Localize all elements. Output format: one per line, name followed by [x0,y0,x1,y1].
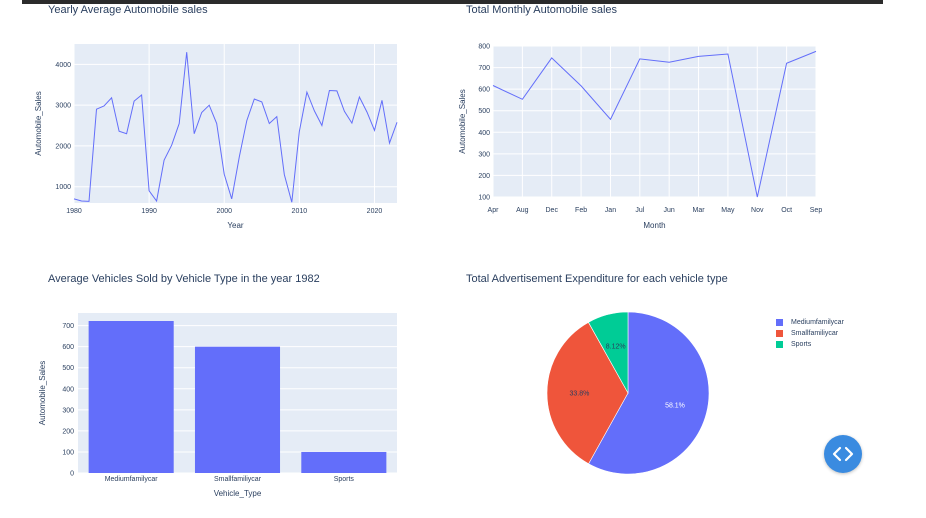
monthly-sales-line-chart: 100 200 300 400 500 600 700 800 Apr Aug Dec Feb Jan J… [458,44,823,231]
x-tick-label: Mar [693,207,706,214]
series-line [73,52,398,203]
legend-label: Mediumfamilycar [791,319,844,326]
x-tick-label: 1980 [66,208,82,215]
bar [194,346,281,473]
yearly-chart-title: Yearly Average Automobile sales [48,4,208,16]
legend-swatch [776,319,783,326]
x-tick-label: Jul [635,207,644,214]
pie-slice-label: 8.12% [606,344,626,351]
pie-legend: Mediumfamilycar Smallfamiliycar Sports [776,317,844,350]
y-tick-label: 0 [70,471,74,478]
y-tick-label: 100 [62,449,74,456]
x-tick-label: Jan [605,207,616,214]
x-tick-label: Dec [546,207,559,214]
pie-slice [546,321,629,465]
x-tick-label: Feb [575,207,587,214]
x-tick-label: Aug [516,207,529,214]
y-tick-label: 500 [478,108,490,115]
advertisement-chart-title: Total Advertisement Expenditure for each… [466,273,728,285]
pie-slice-label: 58.1% [665,403,685,410]
embed-code-button[interactable] [824,435,862,473]
legend-swatch [776,341,783,348]
x-tick-label: Apr [488,207,500,214]
legend-label: Smallfamiliycar [791,330,839,337]
pie-slice-label: 33.8% [569,391,589,398]
x-tick-label: 2020 [367,208,383,215]
bar [301,451,387,473]
y-axis-title: Automobile_Sales [38,361,47,425]
x-axis-title: Vehicle_Type [214,489,262,498]
y-tick-label: 700 [478,65,490,72]
y-tick-label: 600 [478,87,490,94]
y-axis-title: Automobile_Sales [458,89,467,153]
yearly-sales-line-chart: 1000 2000 3000 4000 1980 1990 2000 2010 2020 Year… [34,44,398,230]
x-axis-title: Month [643,221,665,230]
vehicle-type-bar-chart: 0 100 200 300 400 500 600 700 Mediumfamilycar Sma… [38,313,397,498]
series-line [492,50,817,198]
advertisement-pie-chart: 58.1% 33.8% 8.12% [546,311,710,475]
x-tick-label: Nov [751,207,764,214]
x-tick-label: Oct [781,207,792,214]
y-tick-label: 1000 [55,184,71,191]
x-tick-label: Mediumfamilycar [105,476,159,483]
x-tick-label: May [721,207,735,214]
y-tick-label: 800 [478,44,490,51]
top-toolbar-strip [22,0,883,4]
code-brackets-icon [832,446,854,462]
x-tick-label: Jun [664,207,675,214]
x-tick-label: 1990 [141,208,157,215]
x-tick-label: Sports [334,476,355,483]
legend-swatch [776,330,783,337]
x-tick-label: Smallfamiliycar [214,476,262,483]
y-tick-label: 200 [62,428,74,435]
x-tick-label: 2000 [216,208,232,215]
y-tick-label: 500 [62,365,74,372]
vehicle-type-chart-title: Average Vehicles Sold by Vehicle Type in… [48,273,320,285]
y-axis-title: Automobile_Sales [34,91,43,155]
x-tick-label: 2010 [292,208,308,215]
legend-item[interactable]: Sports [776,339,844,350]
legend-item[interactable]: Mediumfamilycar [776,317,844,328]
pie-slice [588,311,629,395]
y-tick-label: 600 [62,344,74,351]
y-tick-label: 300 [62,407,74,414]
monthly-chart-title: Total Monthly Automobile sales [466,4,618,16]
y-tick-label: 400 [478,130,490,137]
x-tick-label: Sep [810,207,823,214]
y-tick-label: 100 [478,195,490,202]
y-tick-label: 300 [478,151,490,158]
y-tick-label: 700 [62,323,74,330]
pie-slice [588,311,710,475]
y-tick-label: 200 [478,173,490,180]
y-tick-label: 400 [62,386,74,393]
legend-item[interactable]: Smallfamiliycar [776,328,844,339]
y-tick-label: 4000 [55,62,71,69]
x-axis-title: Year [227,221,244,230]
bar [88,321,174,473]
plot-background [493,46,816,197]
y-tick-label: 3000 [55,103,71,110]
legend-label: Sports [791,341,812,348]
y-tick-label: 2000 [55,143,71,150]
